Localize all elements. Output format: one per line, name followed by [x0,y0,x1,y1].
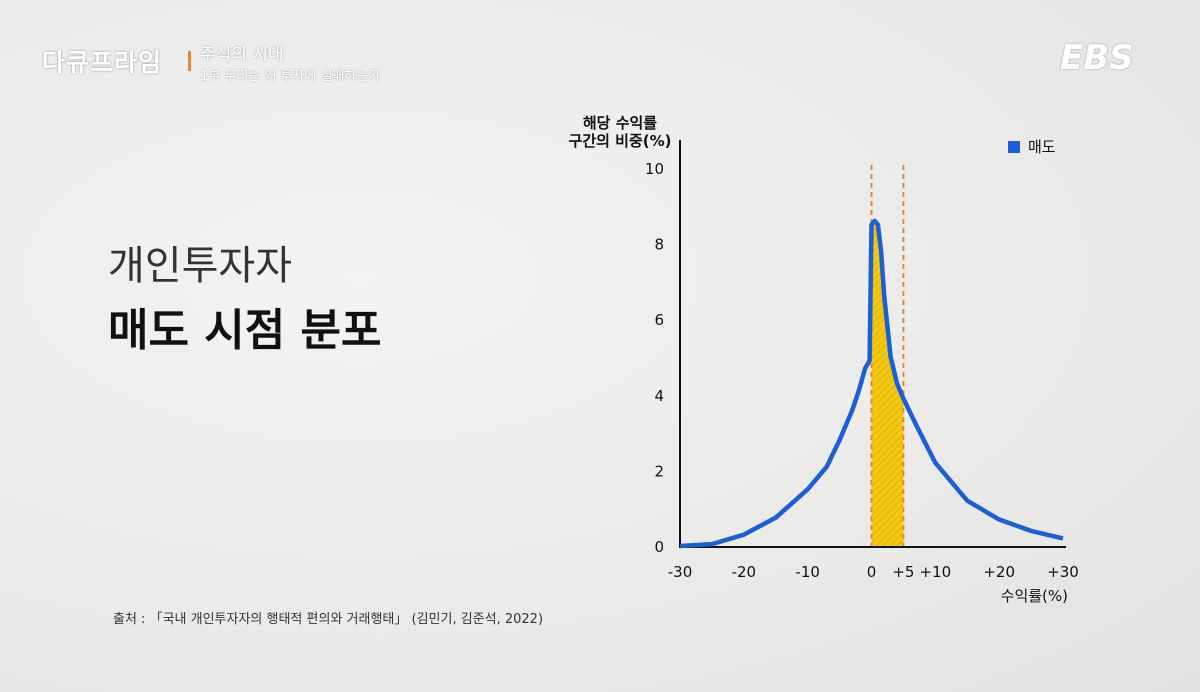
highlight-area [871,220,904,547]
x-tick-label: +5 [892,563,914,581]
brand-logo: 다큐프라임 [42,48,163,77]
y-tick-label: 10 [645,160,664,178]
series-line-sell [679,218,1064,549]
y-tick-label: 8 [654,236,664,254]
x-tick-label: -20 [732,563,757,581]
x-tick-label: 0 [867,563,877,581]
y-tick-label: 6 [654,311,664,329]
program-info: 주식의 시대 1부 우리는 왜 투자에 실패하는가 [200,40,380,84]
x-tick-label: +10 [920,563,952,581]
y-tick-label: 2 [654,462,664,480]
y-axis-label-1: 해당 수익률 [583,114,657,132]
x-tick-label: -30 [668,563,693,581]
episode-title: 1부 우리는 왜 투자에 실패하는가 [200,69,381,84]
y-tick-label: 0 [654,538,664,556]
divider [188,51,191,71]
source-citation: 출처 : 「국내 개인투자자의 행태적 편의와 거래행태」 (김민기, 김준석,… [113,612,544,627]
headline-title: 매도 시점 분포 [108,305,382,356]
channel-logo: EBS [1060,38,1134,78]
y-tick-label: 4 [654,387,664,405]
legend-label: 매도 [1028,138,1056,156]
x-tick-label: -10 [795,563,820,581]
headline-subtitle: 개인투자자 [108,243,292,289]
x-axis-label: 수익률(%) [1001,587,1068,605]
program-title: 주식의 시대 [200,45,284,65]
y-axis-label-2: 구간의 비중(%) [569,132,672,150]
x-tick-label: +30 [1047,563,1079,581]
x-tick-label: +20 [983,563,1015,581]
legend-swatch [1008,141,1020,153]
